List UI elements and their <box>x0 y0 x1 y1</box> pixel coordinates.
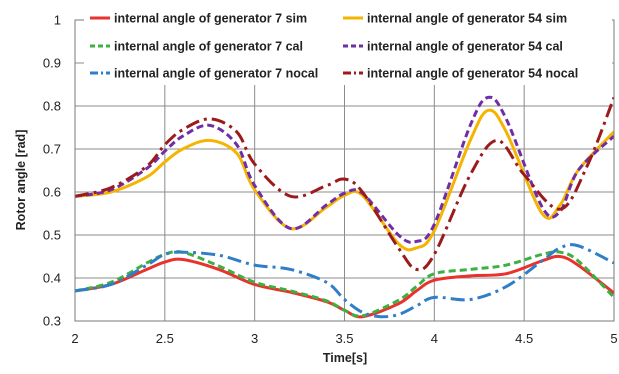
legend-label: internal angle of generator 54 cal <box>367 40 563 54</box>
series-line-internal-angle-of-generator-7-cal <box>75 249 614 318</box>
legend-label: internal angle of generator 54 sim <box>367 12 567 26</box>
x-tick-label: 2.5 <box>156 331 174 346</box>
series-line-internal-angle-of-generator-7-nocal <box>75 243 614 319</box>
series-lines <box>75 95 614 319</box>
y-tick-label: 0.5 <box>43 228 61 243</box>
x-tick-label: 3 <box>251 331 258 346</box>
x-tick-label: 4 <box>431 331 438 346</box>
y-tick-label: 0.6 <box>43 185 61 200</box>
legend-label: internal angle of generator 7 cal <box>114 40 303 54</box>
y-tick-label: 0.3 <box>43 314 61 329</box>
x-tick-label: 4.5 <box>515 331 533 346</box>
y-tick-label: 0.7 <box>43 142 61 157</box>
y-tick-label: 0.4 <box>43 271 61 286</box>
legend-label: internal angle of generator 7 sim <box>114 12 307 26</box>
x-tick-label: 3.5 <box>335 331 353 346</box>
legend: internal angle of generator 7 sim interna… <box>84 5 612 85</box>
y-tick-label: 0.8 <box>43 99 61 114</box>
legend-label: internal angle of generator 7 nocal <box>114 67 318 81</box>
y-axis-title: Rotor angle [rad] <box>14 130 28 231</box>
series-line-internal-angle-of-generator-54-nocal <box>75 96 614 272</box>
x-tick-label: 2 <box>71 331 78 346</box>
x-axis-title: Time[s] <box>323 351 367 365</box>
x-tick-label: 5 <box>610 331 617 346</box>
legend-label: internal angle of generator 54 nocal <box>367 67 578 81</box>
y-tick-label: 1 <box>54 13 61 28</box>
series-line-internal-angle-of-generator-54-cal <box>75 95 614 244</box>
y-tick-label: 0.9 <box>43 56 61 71</box>
